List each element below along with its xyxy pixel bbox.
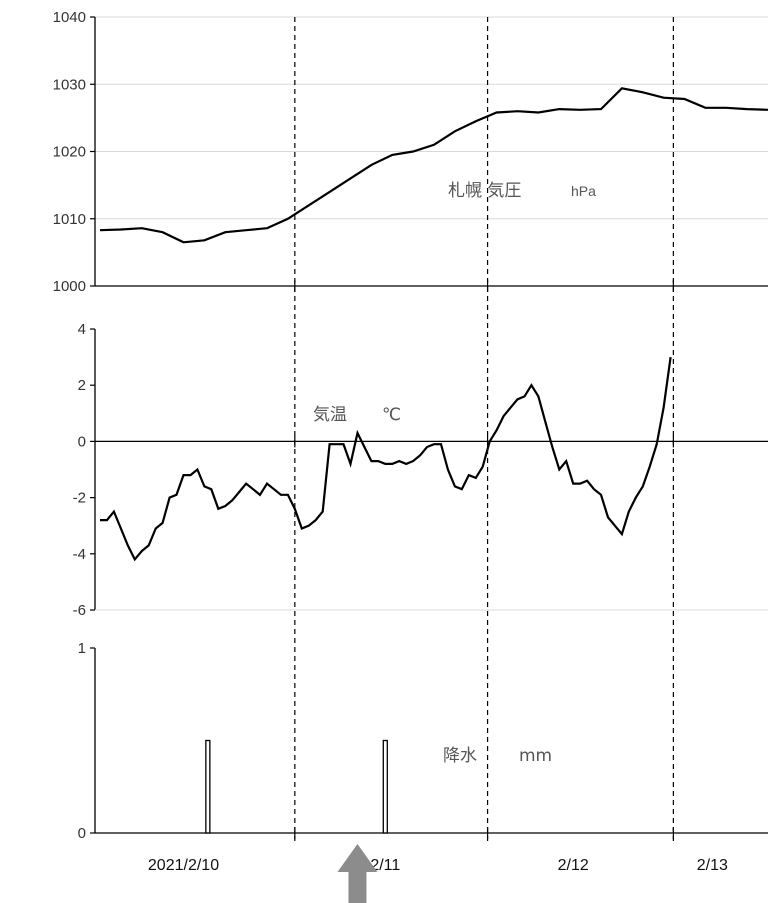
temperature-series-line: [100, 356, 672, 562]
pressure-unit-label: hPa: [571, 183, 596, 199]
precipitation-series-label: 降水: [443, 746, 477, 766]
pressure-series-line: [99, 87, 769, 244]
p1-tick-label: 1020: [53, 144, 86, 161]
precipitation-bar: [205, 739, 211, 834]
day-boundary-lines: [294, 17, 674, 845]
temperature-y-ticks: -6 -4 -2 0 2 4: [73, 321, 95, 619]
date-labels: 2021/2/10 2/11 2/12 2/13: [148, 857, 728, 874]
p2-tick-label: -4: [73, 546, 86, 563]
temperature-series-label: 気温: [313, 405, 347, 425]
precipitation-bar: [382, 739, 388, 834]
pressure-panel: 1000 1010 1020 1030 1040 札幌 気圧 hPa: [53, 9, 769, 295]
precipitation-y-ticks: 01: [78, 640, 95, 842]
pressure-y-ticks: 1000 1010 1020 1030 1040: [53, 9, 95, 295]
precipitation-unit-label: mm: [519, 746, 552, 766]
p2-tick-label: -2: [73, 490, 86, 507]
precipitation-bars: [205, 739, 388, 834]
up-arrow-icon: [337, 844, 378, 903]
pressure-series-label: 札幌 気圧: [448, 181, 521, 201]
date-label: 2/11: [370, 857, 400, 874]
p2-tick-label: -6: [73, 602, 86, 619]
pressure-gridlines: [95, 16, 768, 220]
p1-tick-label: 1010: [53, 211, 86, 228]
temperature-panel: -6 -4 -2 0 2 4 気温 ℃: [73, 321, 768, 619]
p1-tick-label: 1030: [53, 76, 86, 93]
date-label: 2021/2/10: [148, 857, 219, 874]
temperature-unit-label: ℃: [382, 405, 401, 425]
precipitation-panel: 01 降水 mm: [78, 640, 768, 842]
date-label: 2/12: [558, 857, 589, 874]
p3-tick-label: 1: [78, 640, 86, 657]
p2-tick-label: 0: [78, 433, 86, 450]
p2-tick-label: 4: [78, 321, 86, 338]
p1-tick-label: 1000: [53, 278, 86, 295]
p2-tick-label: 2: [78, 377, 86, 394]
p1-tick-label: 1040: [53, 9, 86, 26]
date-label: 2/13: [697, 857, 728, 874]
p3-tick-label: 0: [78, 825, 86, 842]
